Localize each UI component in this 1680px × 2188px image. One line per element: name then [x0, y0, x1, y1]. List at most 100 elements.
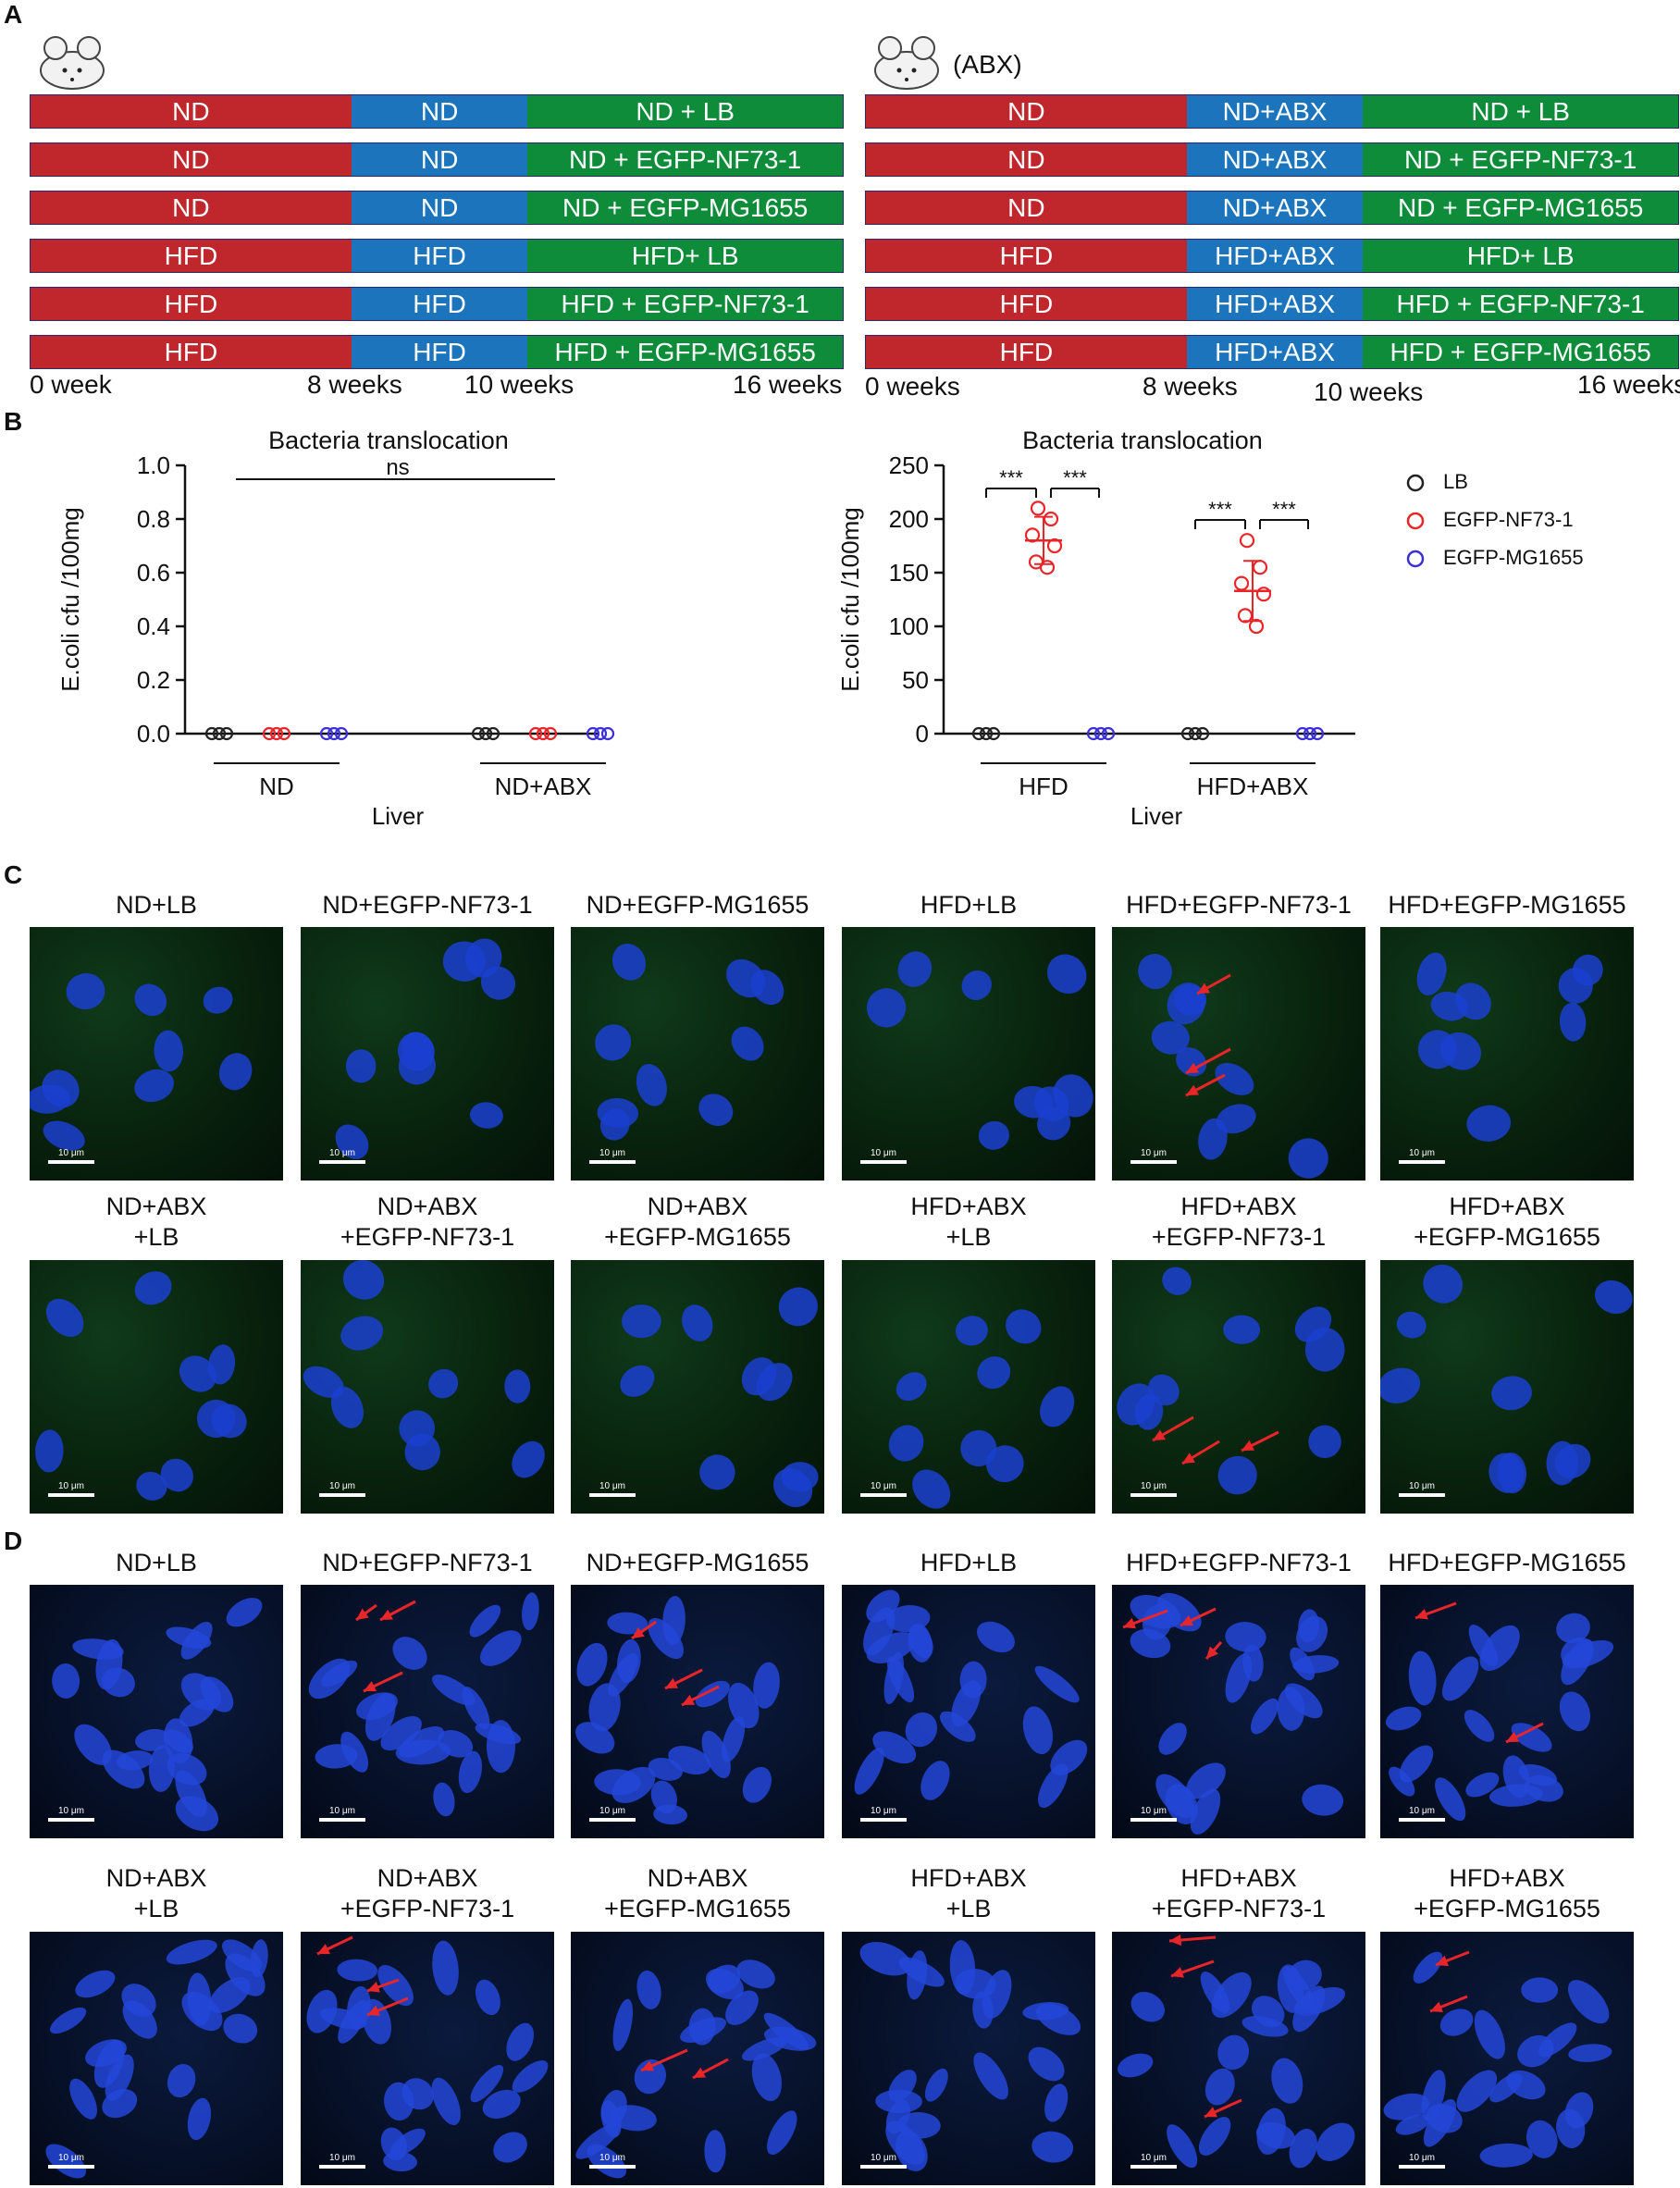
nucleus — [49, 2007, 87, 2034]
nucleus — [1546, 1440, 1578, 1486]
data-point — [543, 726, 558, 741]
nucleus — [863, 1607, 896, 1656]
nucleus — [200, 1676, 234, 1712]
nucleus — [1040, 1386, 1075, 1428]
scale-bar-label: 10 μm — [871, 1806, 896, 1816]
translocation-chart-nd: 0.0 0.2 0.4 0.6 0.8 1.0 E.coli cfu /100mg Bacte… — [56, 426, 615, 830]
nucleus — [43, 1120, 85, 1151]
nucleus — [1165, 1784, 1198, 1824]
nucleus — [1399, 1745, 1434, 1783]
red-arrow-head — [1415, 1608, 1428, 1620]
nucleus — [1456, 2070, 1498, 2112]
nucleus — [1217, 2034, 1250, 2071]
nucleus — [731, 1026, 764, 1061]
micrograph: 10 μm — [1112, 1585, 1365, 1838]
nucleus — [1466, 1105, 1512, 1142]
nucleus — [345, 1049, 377, 1083]
nucleus — [340, 1731, 368, 1773]
nucleus — [1479, 1625, 1520, 1671]
tl-left-week-label: 8 weeks — [307, 370, 402, 399]
legend-marker-mg1655 — [1406, 550, 1425, 568]
nucleus — [895, 2131, 928, 2171]
panel-c-title: ND+ABX +EGFP-MG1655 — [604, 1193, 791, 1251]
scale-bar: 10 μm — [319, 1806, 365, 1822]
mouse-icon — [874, 36, 939, 90]
nucleus — [976, 1621, 1015, 1653]
nucleus — [736, 1959, 775, 1989]
micrograph: 10 μm — [1112, 1932, 1365, 2185]
nucleus — [377, 1965, 414, 2007]
nucleus — [337, 1959, 378, 1982]
nucleus — [1380, 1367, 1421, 1403]
nucleus — [725, 1990, 759, 2025]
micrograph: 10 μm — [1380, 1585, 1634, 1838]
nucleus — [160, 1458, 193, 1492]
tl-left-segment-phase2: ND — [351, 143, 528, 176]
nucleus — [1561, 1638, 1594, 1686]
y-tick-label: 0.0 — [137, 720, 170, 748]
nucleus — [154, 1030, 183, 1072]
tl-right-week-label: 10 weeks — [1314, 377, 1424, 406]
tl-left-week-label: 0 week — [30, 370, 112, 399]
micrograph-nuclei — [1117, 1267, 1345, 1495]
scale-bar: 10 μm — [1399, 1148, 1445, 1164]
nucleus — [1151, 1020, 1190, 1055]
nucleus — [636, 1064, 667, 1106]
panel-label-d: D — [4, 1527, 23, 1555]
nucleus — [397, 1032, 435, 1071]
nucleus — [72, 1638, 124, 1660]
nucleus — [1190, 1788, 1221, 1835]
nucleus — [1416, 952, 1447, 995]
nucleus — [303, 1366, 344, 1399]
panel-d-title: HFD+EGFP-NF73-1 — [1126, 1549, 1352, 1576]
tl-left-row: ND ND ND + LB — [30, 94, 844, 129]
nucleus — [218, 1053, 253, 1091]
y-tick-label: 0.2 — [137, 666, 170, 694]
panel-d-title: HFD+ABX +EGFP-NF73-1 — [1151, 1864, 1327, 1922]
tl-left-segment-phase3: ND + EGFP-NF73-1 — [527, 143, 843, 176]
red-arrow-head — [367, 1982, 380, 1993]
nucleus — [187, 1972, 212, 2026]
data-point — [1046, 538, 1063, 554]
red-arrow-head — [1436, 1955, 1449, 1967]
nucleus — [469, 1102, 503, 1129]
tl-left-segment-phase3: ND + EGFP-MG1655 — [527, 192, 843, 224]
tl-right-row: HFD HFD+ABX HFD + EGFP-MG1655 — [865, 335, 1679, 369]
panel-c-title: ND+ABX +EGFP-NF73-1 — [340, 1193, 515, 1251]
micrograph-nuclei — [859, 1940, 1081, 2171]
y-axis-label: E.coli cfu /100mg — [56, 507, 84, 691]
micrograph: 10 μm — [1380, 1260, 1634, 1514]
nucleus — [1474, 2009, 1505, 2059]
micrograph: 10 μm — [571, 1260, 824, 1514]
nucleus — [1526, 2120, 1558, 2158]
scale-bar-line — [1130, 1160, 1177, 1164]
tl-right-segment-phase3: ND + EGFP-MG1655 — [1363, 192, 1678, 224]
nucleus — [888, 1425, 924, 1462]
nucleus — [1031, 2131, 1074, 2163]
scale-bar-line — [48, 1493, 94, 1497]
nucleus — [399, 1410, 436, 1447]
micrograph-nuclei — [308, 1592, 539, 1817]
nucleus — [462, 1687, 490, 1730]
scale-bar-line — [1130, 1493, 1177, 1497]
nucleus — [134, 1069, 175, 1103]
data-point — [536, 726, 550, 741]
nucleus — [1014, 1085, 1054, 1119]
red-arrow-head — [1153, 1429, 1166, 1440]
nucleus — [978, 1120, 1009, 1150]
scale-bar: 10 μm — [1130, 2153, 1177, 2169]
nucleus — [587, 2144, 626, 2179]
panel-c-title: HFD+EGFP-MG1655 — [1388, 891, 1626, 919]
nucleus — [636, 1970, 661, 2009]
y-tick-label: 0.4 — [137, 612, 170, 640]
nucleus — [340, 1316, 384, 1351]
micrograph-nuclei — [1117, 1934, 1355, 2169]
significance-label: ns — [386, 455, 409, 480]
red-arrow-head — [1206, 1646, 1218, 1659]
nucleus — [384, 2082, 414, 2121]
tl-left-week-label: 16 weeks — [733, 370, 843, 399]
nucleus — [600, 2089, 627, 2127]
tl-left-segment-phase2: HFD — [351, 336, 528, 368]
tl-left-segment-phase2: ND — [351, 95, 528, 128]
scale-bar-line — [319, 1818, 365, 1822]
